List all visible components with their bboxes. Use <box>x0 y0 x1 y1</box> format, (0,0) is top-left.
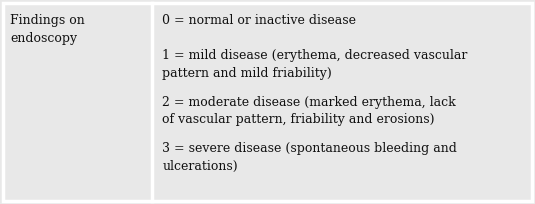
Text: 0 = normal or inactive disease: 0 = normal or inactive disease <box>163 14 356 27</box>
Text: 1 = mild disease (erythema, decreased vascular
pattern and mild friability): 1 = mild disease (erythema, decreased va… <box>163 49 468 80</box>
Text: 2 = moderate disease (marked erythema, lack
of vascular pattern, friability and : 2 = moderate disease (marked erythema, l… <box>163 96 456 126</box>
Text: Findings on
endoscopy: Findings on endoscopy <box>10 14 85 45</box>
Text: 3 = severe disease (spontaneous bleeding and
ulcerations): 3 = severe disease (spontaneous bleeding… <box>163 142 457 173</box>
